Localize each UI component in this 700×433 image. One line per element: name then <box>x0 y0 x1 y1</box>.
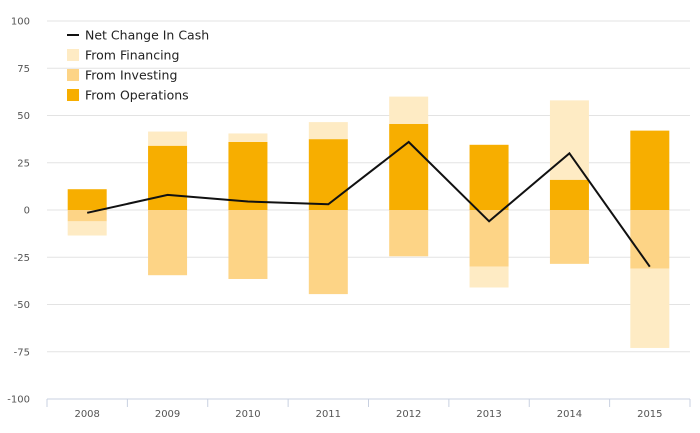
bar-operations <box>549 179 589 210</box>
x-tick-label: 2008 <box>74 409 99 420</box>
x-tick-label: 2014 <box>557 409 582 420</box>
x-tick-label: 2015 <box>637 409 662 420</box>
x-tick-label: 2009 <box>155 409 180 420</box>
x-tick-label: 2010 <box>235 409 260 420</box>
legend-item[interactable]: From Financing <box>67 48 179 63</box>
x-tick-label: 2012 <box>396 409 421 420</box>
bar-investing <box>630 210 670 269</box>
bar-financing <box>389 96 429 125</box>
y-tick-label: -25 <box>14 253 30 264</box>
legend-label: From Financing <box>85 48 179 63</box>
legend-label: From Operations <box>85 88 189 103</box>
x-axis: 2008 2009 2010 2011 2012 2013 2014 2015 <box>46 398 691 420</box>
net-change-line <box>86 140 651 268</box>
y-tick-label: -100 <box>7 395 30 406</box>
bar-operations <box>67 189 107 210</box>
bar-investing <box>549 210 589 264</box>
y-tick-label: 25 <box>17 158 30 169</box>
bar-financing <box>469 266 509 288</box>
bar-operations <box>469 144 509 210</box>
y-tick-label: 50 <box>17 111 30 122</box>
bar-financing <box>148 131 188 146</box>
bar-financing <box>308 122 348 140</box>
bar-operations <box>308 139 348 210</box>
bar-series <box>67 96 670 348</box>
y-axis: 100 75 50 25 0 -25 -50 -75 -100 <box>7 17 30 406</box>
legend: Net Change In Cash From Financing From Inv… <box>67 28 209 103</box>
bar-investing <box>228 210 268 279</box>
bar-operations <box>389 124 429 210</box>
x-tick-label: 2011 <box>316 409 341 420</box>
legend-item[interactable]: Net Change In Cash <box>67 28 209 43</box>
bar-investing <box>308 210 348 295</box>
net-change-line-series <box>86 140 651 268</box>
y-tick-label: 100 <box>11 17 30 28</box>
y-tick-label: 75 <box>17 64 30 75</box>
legend-label: Net Change In Cash <box>85 28 209 43</box>
bar-financing <box>228 133 268 142</box>
bar-operations <box>148 145 188 210</box>
legend-box-swatch <box>67 69 79 81</box>
bar-investing <box>469 210 509 267</box>
legend-item[interactable]: From Operations <box>67 88 189 103</box>
bar-investing <box>389 210 429 257</box>
x-tick-label: 2013 <box>476 409 501 420</box>
bar-financing <box>549 100 589 180</box>
legend-label: From Investing <box>85 68 177 83</box>
legend-box-swatch <box>67 89 79 101</box>
bar-financing <box>630 268 670 348</box>
bar-financing <box>67 221 107 236</box>
y-tick-label: 0 <box>24 206 30 217</box>
y-tick-label: -75 <box>14 347 30 358</box>
y-tick-label: -50 <box>14 300 30 311</box>
bar-investing <box>148 210 188 276</box>
bar-operations <box>228 141 268 210</box>
legend-item[interactable]: From Investing <box>67 68 177 83</box>
bar-operations <box>630 130 670 210</box>
legend-box-swatch <box>67 49 79 61</box>
bar-investing <box>67 210 107 222</box>
